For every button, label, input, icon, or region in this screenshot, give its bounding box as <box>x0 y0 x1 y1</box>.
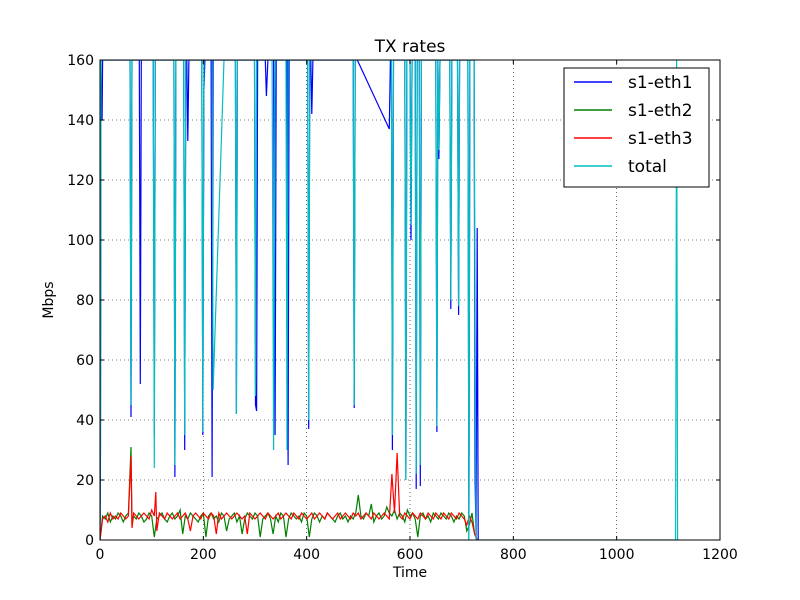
x-tick-label: 200 <box>190 547 217 563</box>
y-tick-label: 80 <box>76 293 94 309</box>
x-axis-title: Time <box>392 565 427 581</box>
x-tick-label: 800 <box>500 547 527 563</box>
y-tick-label: 0 <box>85 533 94 549</box>
x-tick-label: 1000 <box>599 547 635 563</box>
y-tick-label: 20 <box>76 473 94 489</box>
series-layer <box>100 60 679 540</box>
x-tick-label: 1200 <box>702 547 738 563</box>
y-tick-label: 140 <box>67 113 94 129</box>
x-tick-label: 400 <box>293 547 320 563</box>
chart-title: TX rates <box>374 37 446 57</box>
legend-label-s1-eth1: s1-eth1 <box>628 73 693 93</box>
legend-label-total: total <box>628 157 667 177</box>
y-tick-label: 160 <box>67 53 94 69</box>
legend-label-s1-eth3: s1-eth3 <box>628 129 693 149</box>
y-tick-label: 60 <box>76 353 94 369</box>
y-tick-label: 100 <box>67 233 94 249</box>
legend-label-s1-eth2: s1-eth2 <box>628 101 693 121</box>
y-axis-title: Mbps <box>41 281 57 318</box>
series-line-s1-eth3 <box>100 452 478 540</box>
axis-ticks: 0 200 400 600 800 1000 1200 0 20 40 60 80 100 120 140 1… <box>67 53 738 563</box>
y-tick-label: 120 <box>67 173 94 189</box>
legend-box <box>563 67 710 188</box>
x-tick-label: 0 <box>96 547 105 563</box>
legend: s1-eth1 s1-eth2 s1-eth3 total <box>563 67 710 188</box>
series-line-total <box>100 60 679 540</box>
y-tick-label: 40 <box>76 413 94 429</box>
x-tick-label: 600 <box>397 547 424 563</box>
